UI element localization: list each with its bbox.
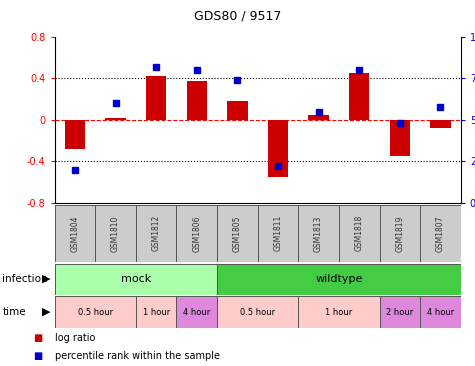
Text: time: time <box>2 307 26 317</box>
Bar <box>227 101 247 120</box>
Bar <box>349 73 370 120</box>
Text: wildtype: wildtype <box>315 274 362 284</box>
Bar <box>298 296 380 328</box>
Bar <box>217 264 461 295</box>
Bar <box>55 205 95 262</box>
Bar <box>146 76 166 120</box>
Bar <box>420 205 461 262</box>
Bar <box>105 118 126 120</box>
Text: 1 hour: 1 hour <box>325 307 352 317</box>
Bar <box>95 205 136 262</box>
Text: GSM1813: GSM1813 <box>314 215 323 251</box>
Text: GSM1810: GSM1810 <box>111 215 120 251</box>
Text: percentile rank within the sample: percentile rank within the sample <box>55 351 219 361</box>
Bar <box>136 296 177 328</box>
Bar <box>308 115 329 120</box>
Bar <box>55 296 136 328</box>
Text: GSM1804: GSM1804 <box>70 215 79 251</box>
Text: GSM1818: GSM1818 <box>355 215 364 251</box>
Bar <box>217 205 257 262</box>
Bar <box>177 205 217 262</box>
Text: 4 hour: 4 hour <box>183 307 210 317</box>
Bar <box>298 205 339 262</box>
Bar <box>65 120 85 149</box>
Text: infection: infection <box>2 274 48 284</box>
Text: GSM1806: GSM1806 <box>192 215 201 251</box>
Text: 1 hour: 1 hour <box>142 307 170 317</box>
Text: ▶: ▶ <box>42 307 51 317</box>
Bar <box>380 296 420 328</box>
Text: mock: mock <box>121 274 151 284</box>
Text: ■: ■ <box>33 351 42 361</box>
Bar <box>380 205 420 262</box>
Bar <box>390 120 410 156</box>
Text: 0.5 hour: 0.5 hour <box>78 307 113 317</box>
Bar <box>339 205 380 262</box>
Bar <box>136 205 177 262</box>
Bar <box>430 120 451 128</box>
Bar <box>55 264 217 295</box>
Text: GSM1805: GSM1805 <box>233 215 242 251</box>
Text: ■: ■ <box>33 333 42 343</box>
Bar <box>257 205 298 262</box>
Text: GSM1812: GSM1812 <box>152 215 161 251</box>
Bar <box>420 296 461 328</box>
Bar <box>177 296 217 328</box>
Text: GSM1807: GSM1807 <box>436 215 445 251</box>
Text: GSM1811: GSM1811 <box>274 215 283 251</box>
Text: GDS80 / 9517: GDS80 / 9517 <box>194 9 281 22</box>
Bar <box>217 296 298 328</box>
Text: 2 hour: 2 hour <box>386 307 413 317</box>
Bar <box>187 81 207 120</box>
Text: ▶: ▶ <box>42 274 51 284</box>
Text: 0.5 hour: 0.5 hour <box>240 307 275 317</box>
Text: 4 hour: 4 hour <box>427 307 454 317</box>
Text: GSM1819: GSM1819 <box>395 215 404 251</box>
Bar <box>268 120 288 177</box>
Text: log ratio: log ratio <box>55 333 95 343</box>
